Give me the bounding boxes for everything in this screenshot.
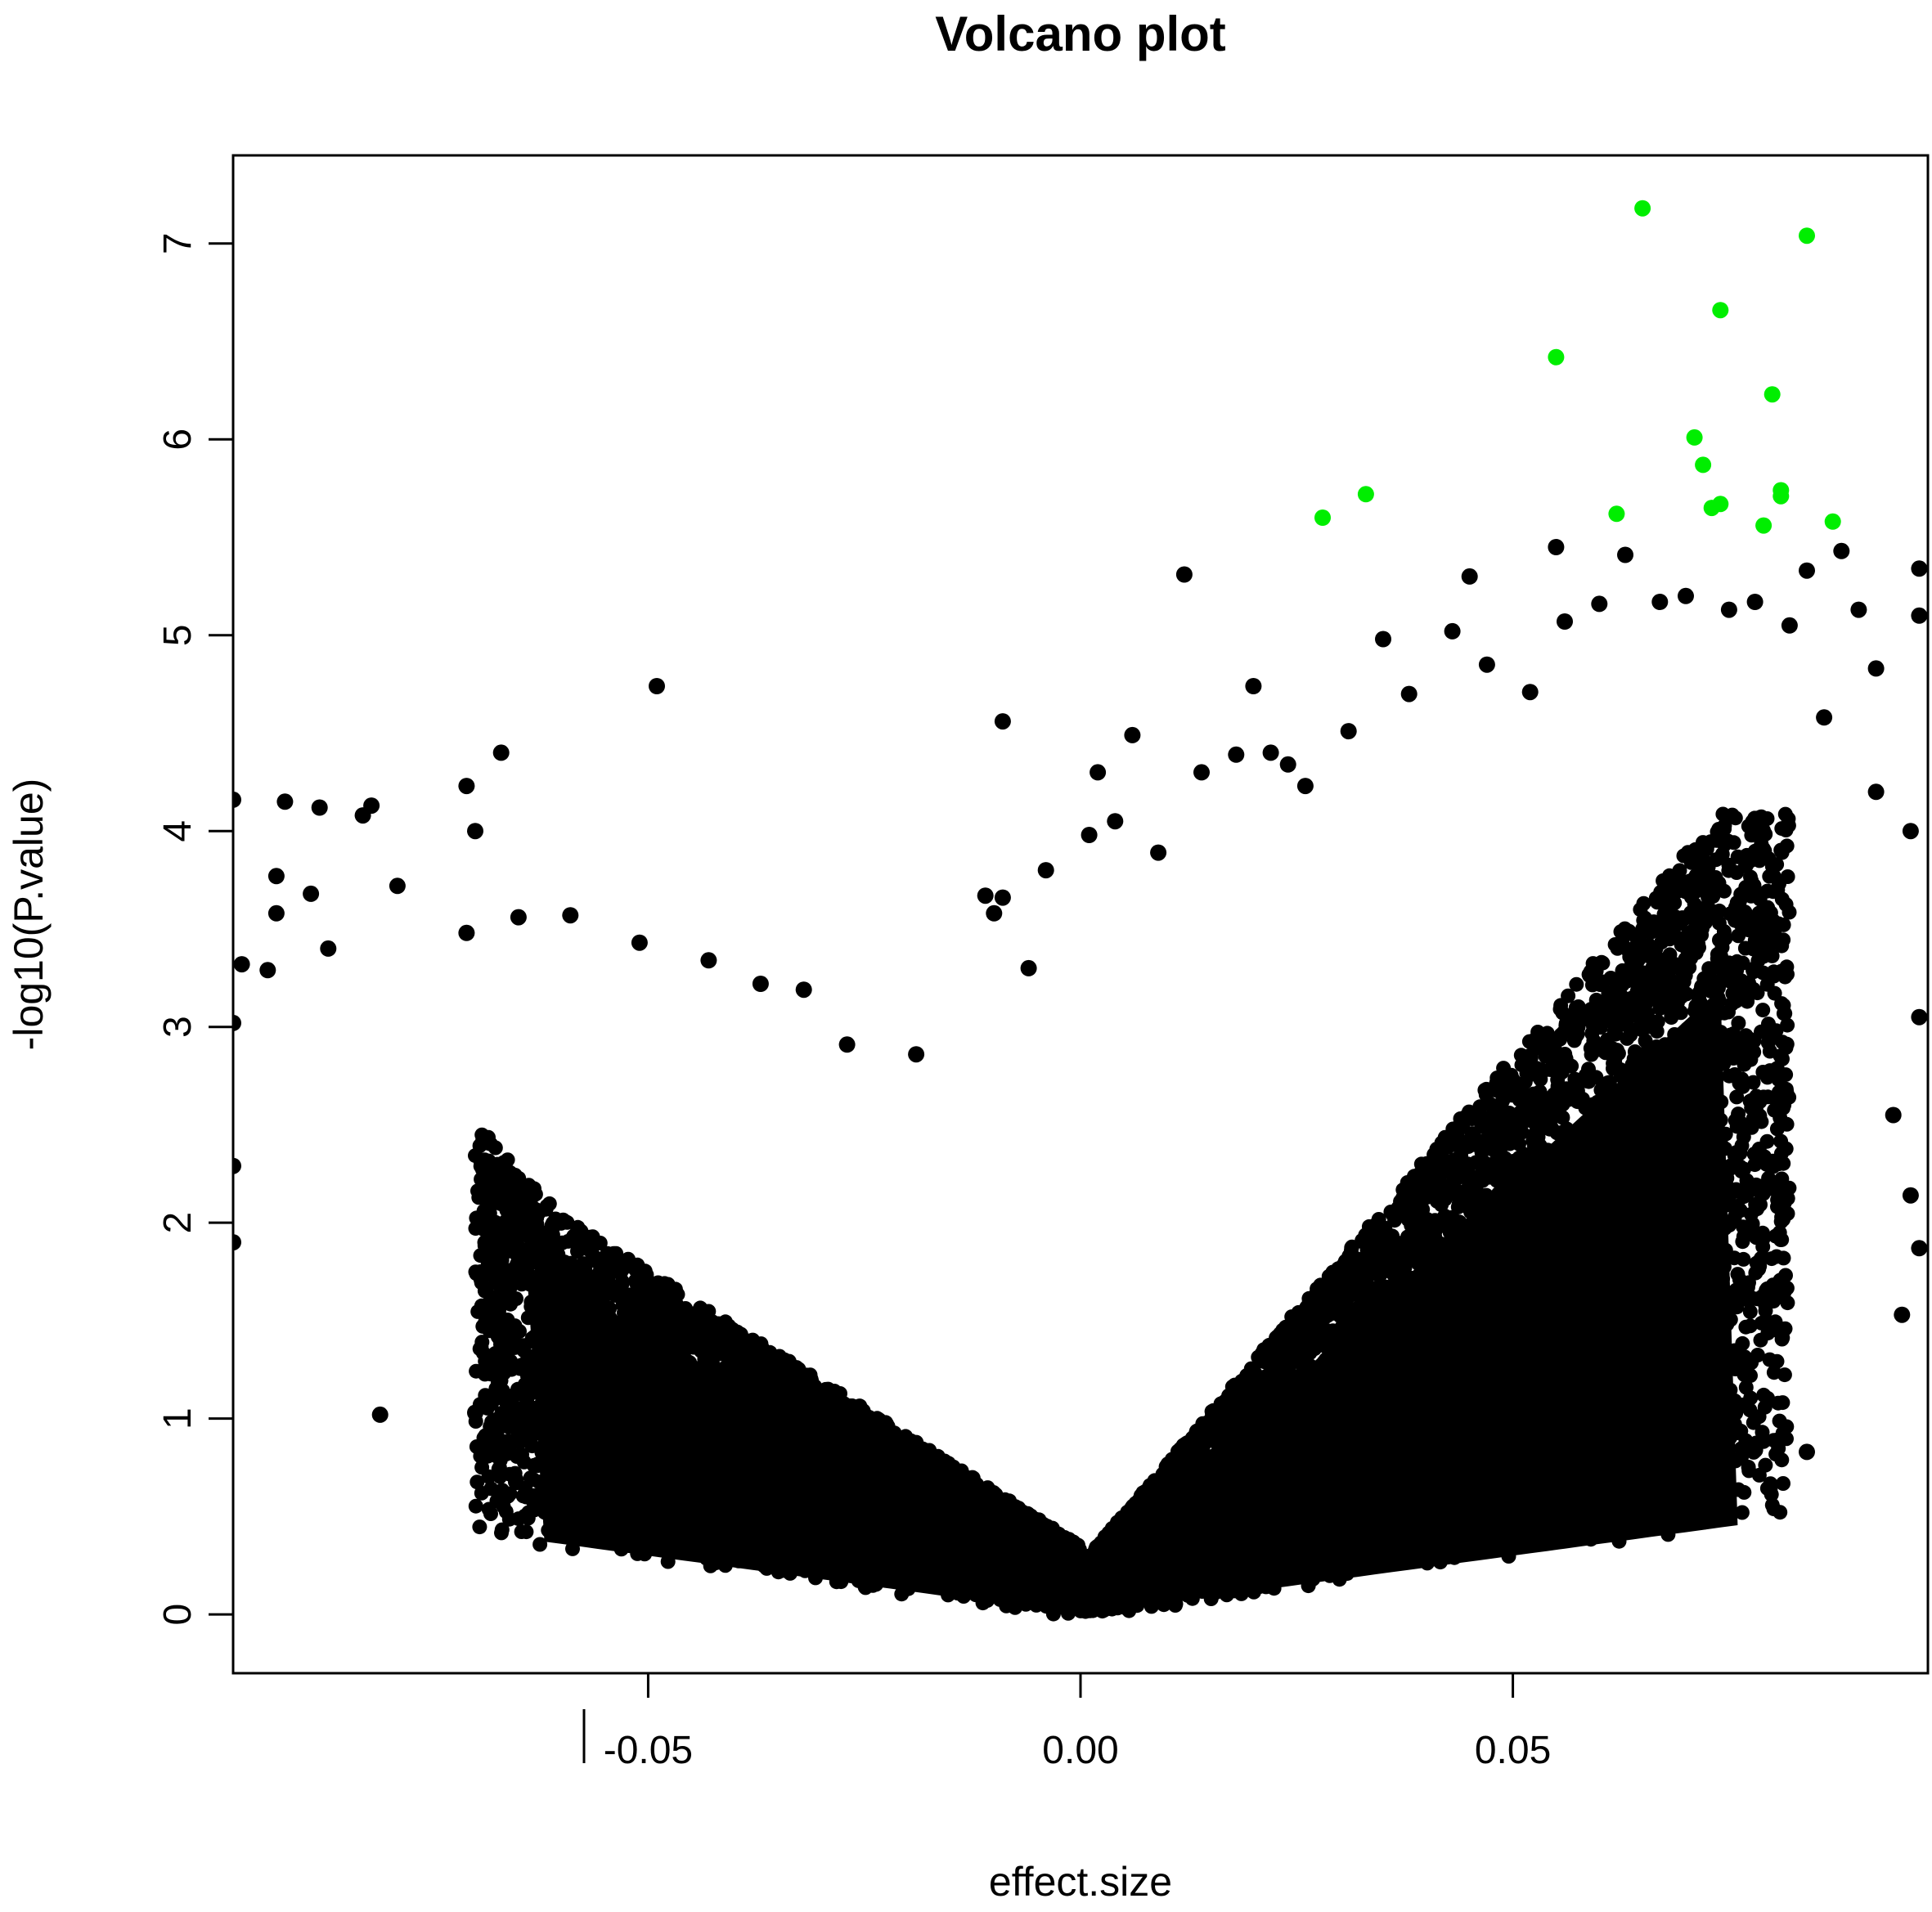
cloud-point (1776, 1250, 1791, 1266)
cloud-point (1575, 1091, 1590, 1106)
cloud-point (1750, 985, 1765, 1001)
cloud-point (1714, 846, 1730, 862)
cloud-point (1483, 1097, 1498, 1112)
cloud-point (1569, 976, 1584, 992)
cloud-point (1772, 1048, 1788, 1064)
cloud-point (1775, 1395, 1790, 1411)
cloud-point (1586, 1019, 1601, 1034)
cloud-point (516, 1454, 532, 1470)
cloud-point (1730, 1198, 1746, 1214)
cloud-point (1769, 1121, 1785, 1137)
cloud-point (1751, 1467, 1767, 1483)
cloud-point (1742, 1304, 1758, 1319)
cloud-point (1741, 1460, 1756, 1474)
cloud-point (1738, 1319, 1754, 1335)
cloud-point (1718, 931, 1733, 946)
cloud-point (468, 1498, 483, 1514)
cloud-point (1550, 1079, 1566, 1094)
points-layer (233, 200, 1928, 1622)
cloud-point (1753, 1332, 1768, 1348)
cloud-point (1780, 1017, 1795, 1033)
cloud-point (1771, 1441, 1786, 1456)
cloud-point (1683, 855, 1699, 870)
cloud-point (532, 1537, 548, 1552)
cloud-point (1664, 1010, 1679, 1026)
cloud-point (1774, 1452, 1790, 1468)
chart-title: Volcano plot (935, 7, 1226, 61)
cloud-point (469, 1363, 484, 1379)
cloud-point (1740, 994, 1755, 1009)
cloud-point (1595, 955, 1611, 971)
